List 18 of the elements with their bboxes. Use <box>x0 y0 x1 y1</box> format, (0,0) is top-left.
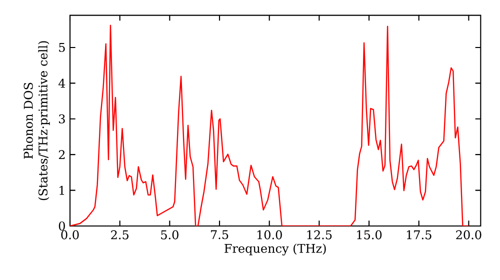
x-tick-label: 2.5 <box>111 230 128 240</box>
y-axis-title: Phonon DOS (States/THz·primitive cell) <box>24 41 50 200</box>
x-tick-label: 7.5 <box>210 230 228 240</box>
x-axis-title: Frequency (THz) <box>224 244 326 256</box>
x-tick-label: 5.0 <box>161 230 178 240</box>
x-tick-label: 10.0 <box>257 230 282 240</box>
x-tick-label: 12.5 <box>307 230 332 240</box>
y-tick-label: 4 <box>58 78 66 88</box>
y-tick-label: 5 <box>59 43 65 52</box>
x-tick-label: 20.0 <box>456 230 482 240</box>
y-tick-label: 0 <box>58 221 65 231</box>
x-tick-label: 17.5 <box>406 230 432 240</box>
y-tick-label: 2 <box>58 150 65 160</box>
x-tick-label: 15.0 <box>357 230 382 240</box>
x-tick-label: 0.0 <box>61 230 79 240</box>
y-tick-label: 1 <box>60 186 64 195</box>
y-tick-label: 3 <box>59 114 65 124</box>
line-series <box>70 24 470 226</box>
